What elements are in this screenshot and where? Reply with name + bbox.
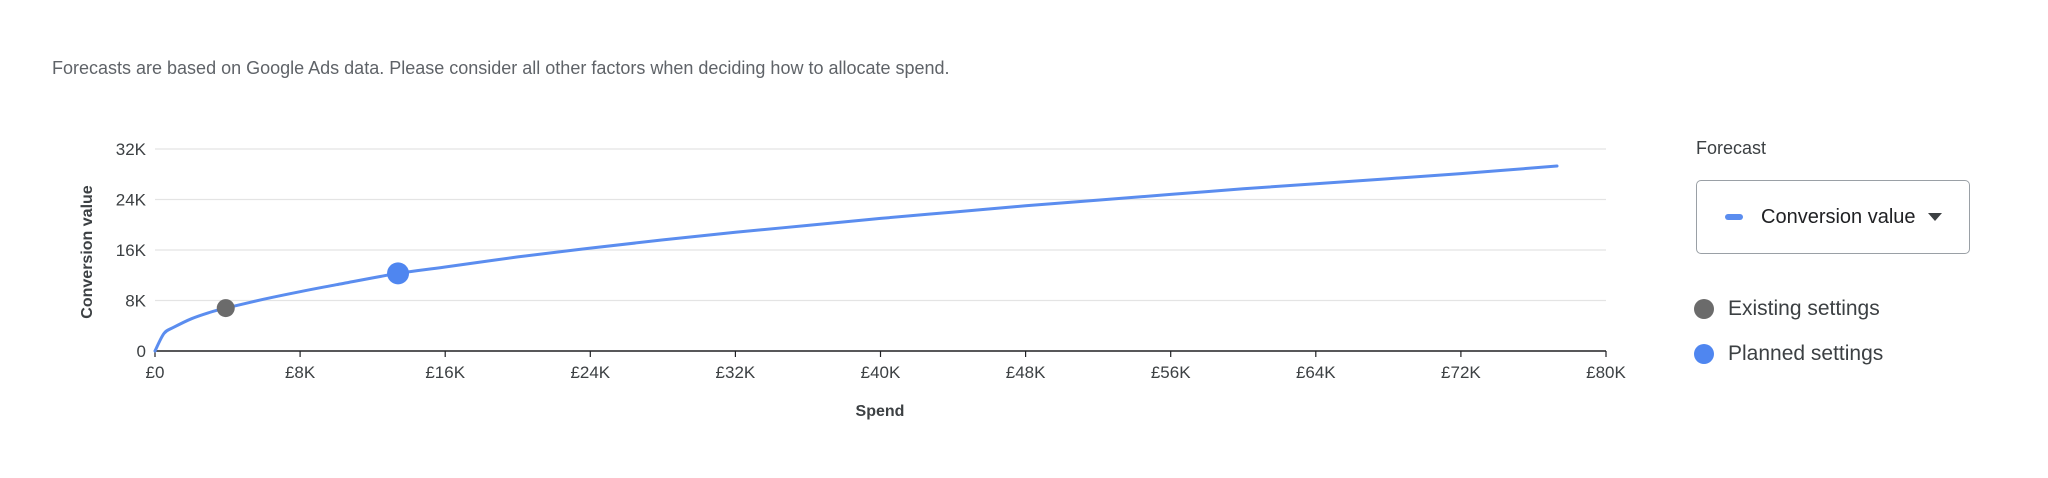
series-lines [153, 164, 1559, 353]
x-tick-label: £32K [716, 363, 756, 382]
x-tick-label: £80K [1586, 363, 1626, 382]
series-line-conversion-value [153, 164, 1559, 353]
line-swatch-icon [1725, 214, 1743, 220]
legend-label-planned: Planned settings [1728, 342, 1884, 365]
y-tick-label: 16K [116, 241, 147, 260]
existing-settings-point[interactable] [216, 299, 235, 318]
caret-down-icon [1927, 213, 1942, 221]
legend-item-existing: Existing settings [1694, 297, 1880, 321]
y-axis-label: Conversion value [79, 185, 96, 318]
x-tick-label: £64K [1296, 363, 1336, 382]
x-tick-label: £48K [1006, 363, 1046, 382]
x-axis-label: Spend [856, 403, 905, 420]
legend-label-existing: Existing settings [1728, 297, 1880, 320]
y-tick-labels: 0 8K 16K 24K 32K [116, 140, 147, 361]
forecast-disclaimer: Forecasts are based on Google Ads data. … [52, 58, 950, 78]
forecast-metric-value: Conversion value [1761, 205, 1916, 228]
x-tick-label: £16K [425, 363, 465, 382]
axes [154, 350, 1607, 357]
forecast-chart: 0 8K 16K 24K 32K £0 £8K £16K £24K £32K £40K £48K £5… [79, 140, 1627, 420]
x-tick-label: £24K [570, 363, 610, 382]
y-tick-label: 24K [116, 191, 147, 210]
forecast-panel-title: Forecast [1696, 138, 1767, 158]
x-tick-label: £0 [146, 363, 165, 382]
y-tick-label: 0 [137, 342, 146, 361]
planned-settings-point[interactable] [387, 262, 410, 285]
planned-dot-icon [1694, 344, 1714, 364]
x-tick-label: £40K [861, 363, 901, 382]
grid-lines [155, 148, 1606, 302]
y-tick-label: 32K [116, 140, 147, 159]
y-tick-label: 8K [125, 292, 146, 311]
x-tick-labels: £0 £8K £16K £24K £32K £40K £48K £56K £64K £72K £80… [146, 363, 1627, 382]
x-tick-label: £8K [285, 363, 316, 382]
existing-dot-icon [1694, 299, 1714, 319]
forecast-metric-dropdown[interactable]: Conversion value [1696, 180, 1970, 254]
legend-item-planned: Planned settings [1694, 342, 1883, 366]
x-tick-label: £56K [1151, 363, 1191, 382]
x-tick-label: £72K [1441, 363, 1481, 382]
settings-points[interactable] [216, 262, 410, 318]
